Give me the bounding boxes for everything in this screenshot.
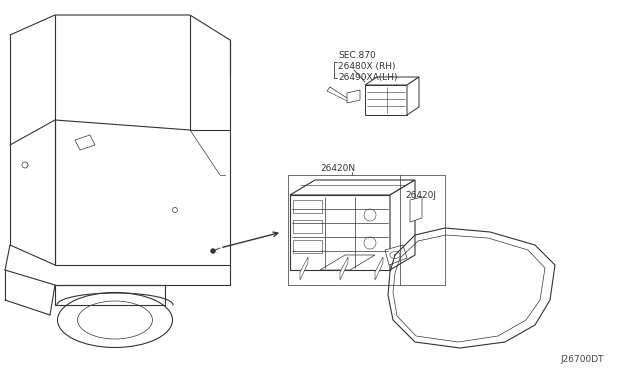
Text: 26420N: 26420N (320, 164, 355, 173)
Circle shape (211, 248, 216, 253)
Polygon shape (300, 257, 308, 280)
Polygon shape (407, 77, 419, 115)
Text: 26480X (RH): 26480X (RH) (338, 61, 396, 71)
Polygon shape (390, 180, 415, 270)
Text: 26490XA(LH): 26490XA(LH) (338, 73, 397, 81)
Text: 26420J: 26420J (405, 190, 436, 199)
Polygon shape (347, 90, 360, 103)
Polygon shape (290, 180, 415, 195)
Text: SEC.870: SEC.870 (338, 51, 376, 60)
Polygon shape (385, 245, 407, 265)
Text: J26700DT: J26700DT (560, 356, 604, 365)
Polygon shape (340, 257, 348, 280)
Polygon shape (410, 197, 422, 222)
Polygon shape (365, 77, 419, 85)
Polygon shape (375, 257, 383, 280)
Polygon shape (320, 255, 375, 270)
